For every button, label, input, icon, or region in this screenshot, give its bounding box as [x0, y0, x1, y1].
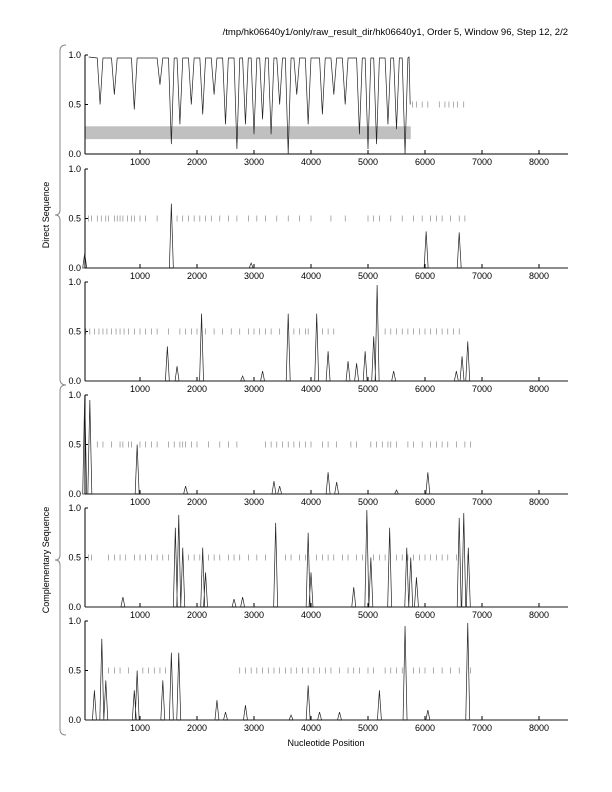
x-tick-label: 4000 [301, 271, 321, 281]
complementary-sequence-brace [54, 384, 67, 736]
x-tick-label: 5000 [358, 384, 378, 394]
y-tick-label: 1.0 [68, 277, 81, 287]
series-line-direct-frame-2 [85, 284, 568, 382]
x-tick-label: 7000 [472, 610, 492, 620]
y-tick-label: 1.0 [68, 390, 81, 400]
direct-sequence-brace [54, 44, 67, 386]
x-tick-label: 5000 [358, 723, 378, 733]
series-line-complement-frame-1 [82, 394, 568, 495]
gray-bar [85, 126, 411, 140]
x-tick-label: 2000 [187, 723, 207, 733]
x-tick-label: 6000 [415, 157, 435, 167]
y-tick-label: 1.0 [68, 503, 81, 513]
direct-sequence-label: Direct Sequence [41, 182, 51, 249]
x-tick-label: 6000 [415, 610, 435, 620]
x-tick-label: 1000 [130, 610, 150, 620]
y-tick-label: 1.0 [68, 164, 81, 174]
y-tick-label: 0.5 [68, 100, 81, 110]
y-tick-label: 0.5 [68, 553, 81, 563]
x-tick-label: 3000 [244, 384, 264, 394]
x-tick-label: 1000 [130, 723, 150, 733]
x-tick-label: 7000 [472, 271, 492, 281]
x-tick-label: 5000 [358, 610, 378, 620]
x-tick-label: 4000 [301, 497, 321, 507]
x-axis-label: Nucleotide Position [287, 738, 364, 748]
y-tick-label: 0.5 [68, 214, 81, 224]
x-tick-label: 8000 [529, 271, 549, 281]
y-tick-label: 0.5 [68, 666, 81, 676]
x-tick-label: 8000 [529, 157, 549, 167]
y-tick-label: 0.0 [68, 602, 81, 612]
y-tick-label: 0.5 [68, 440, 81, 450]
y-tick-label: 1.0 [68, 616, 81, 626]
series-line-direct-frame-1 [82, 203, 568, 269]
x-tick-label: 2000 [187, 384, 207, 394]
y-tick-label: 0.0 [68, 149, 81, 159]
y-tick-label: 0.0 [68, 715, 81, 725]
x-tick-label: 6000 [415, 497, 435, 507]
x-tick-label: 8000 [529, 723, 549, 733]
series-line-summary [88, 56, 411, 155]
x-tick-label: 8000 [529, 497, 549, 507]
x-tick-label: 2000 [187, 610, 207, 620]
x-tick-label: 2000 [187, 271, 207, 281]
x-tick-label: 4000 [301, 610, 321, 620]
complementary-sequence-label: Complementary Sequence [41, 507, 51, 614]
x-tick-label: 4000 [301, 723, 321, 733]
x-tick-label: 7000 [472, 384, 492, 394]
y-tick-label: 0.0 [68, 376, 81, 386]
x-tick-label: 5000 [358, 157, 378, 167]
series-line-complement-frame-2 [85, 509, 568, 608]
x-tick-label: 4000 [301, 157, 321, 167]
series-line-complement-frame-3 [85, 622, 568, 721]
x-tick-label: 5000 [358, 271, 378, 281]
x-tick-label: 6000 [415, 384, 435, 394]
x-tick-label: 2000 [187, 157, 207, 167]
y-tick-label: 0.0 [68, 489, 81, 499]
x-tick-label: 3000 [244, 610, 264, 620]
x-tick-label: 1000 [130, 157, 150, 167]
x-tick-label: 3000 [244, 157, 264, 167]
x-tick-label: 8000 [529, 610, 549, 620]
x-tick-label: 2000 [187, 497, 207, 507]
x-tick-label: 7000 [472, 157, 492, 167]
x-tick-label: 3000 [244, 497, 264, 507]
x-tick-label: 3000 [244, 271, 264, 281]
x-tick-label: 1000 [130, 497, 150, 507]
x-tick-label: 6000 [415, 271, 435, 281]
x-tick-label: 6000 [415, 723, 435, 733]
y-tick-label: 1.0 [68, 50, 81, 60]
x-tick-label: 1000 [130, 384, 150, 394]
x-tick-label: 5000 [358, 497, 378, 507]
x-tick-label: 7000 [472, 497, 492, 507]
y-tick-label: 0.5 [68, 327, 81, 337]
x-tick-label: 7000 [472, 723, 492, 733]
y-tick-label: 0.0 [68, 263, 81, 273]
x-tick-label: 4000 [301, 384, 321, 394]
x-tick-label: 1000 [130, 271, 150, 281]
x-tick-label: 8000 [529, 384, 549, 394]
chart-title: /tmp/hk06640y1/only/raw_result_dir/hk066… [222, 27, 568, 38]
x-tick-label: 3000 [244, 723, 264, 733]
